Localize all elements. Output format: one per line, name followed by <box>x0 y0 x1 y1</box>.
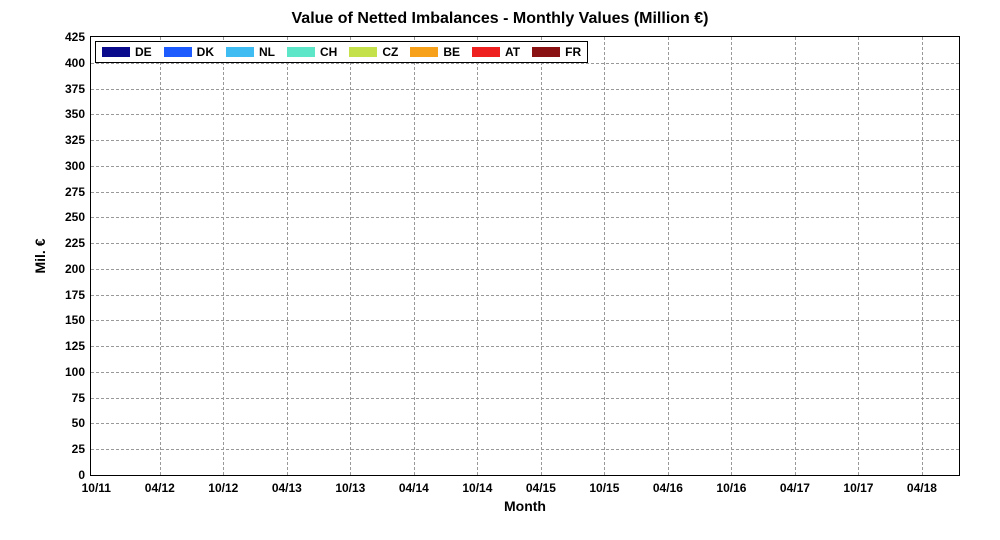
y-tick: 325 <box>65 133 85 147</box>
y-axis-label: Mil. € <box>32 238 48 273</box>
legend-label: NL <box>259 45 275 59</box>
legend-item-fr: FR <box>532 45 581 59</box>
x-tick: 10/17 <box>843 481 873 495</box>
y-tick: 225 <box>65 236 85 250</box>
grid-line-h <box>91 114 959 115</box>
grid-line-h <box>91 398 959 399</box>
legend-label: DK <box>197 45 214 59</box>
x-tick: 10/14 <box>462 481 492 495</box>
grid-line-v <box>922 37 923 475</box>
y-tick: 125 <box>65 339 85 353</box>
x-tick: 10/12 <box>208 481 238 495</box>
legend: DE DK NL CH CZ BE AT FR <box>95 41 588 63</box>
legend-swatch <box>287 47 315 57</box>
grid-line-h <box>91 192 959 193</box>
legend-label: CH <box>320 45 337 59</box>
grid-line-h <box>91 346 959 347</box>
bars-layer <box>91 37 959 475</box>
y-tick: 300 <box>65 159 85 173</box>
grid-line-v <box>795 37 796 475</box>
legend-item-dk: DK <box>164 45 214 59</box>
grid-line-h <box>91 295 959 296</box>
legend-swatch <box>472 47 500 57</box>
legend-swatch <box>226 47 254 57</box>
grid-line-h <box>91 372 959 373</box>
legend-swatch <box>102 47 130 57</box>
legend-label: FR <box>565 45 581 59</box>
grid-line-h <box>91 243 959 244</box>
x-tick: 04/17 <box>780 481 810 495</box>
grid-line-v <box>287 37 288 475</box>
x-axis-label: Month <box>504 498 546 514</box>
grid-line-h <box>91 166 959 167</box>
legend-label: BE <box>443 45 460 59</box>
legend-swatch <box>532 47 560 57</box>
plot-area: DEDKNLCHCZBEATFR 02550751001251501752002… <box>90 36 960 476</box>
legend-item-nl: NL <box>226 45 275 59</box>
y-tick: 100 <box>65 365 85 379</box>
grid-line-v <box>477 37 478 475</box>
grid-line-v <box>858 37 859 475</box>
x-tick: 04/14 <box>399 481 429 495</box>
grid-line-v <box>541 37 542 475</box>
grid-line-h <box>91 217 959 218</box>
x-tick: 04/12 <box>145 481 175 495</box>
grid-line-h <box>91 140 959 141</box>
x-tick: 10/16 <box>716 481 746 495</box>
grid-line-h <box>91 89 959 90</box>
y-tick: 75 <box>72 391 85 405</box>
x-tick: 04/13 <box>272 481 302 495</box>
y-tick: 200 <box>65 262 85 276</box>
legend-swatch <box>410 47 438 57</box>
grid-line-v <box>731 37 732 475</box>
y-tick: 375 <box>65 82 85 96</box>
y-tick: 400 <box>65 56 85 70</box>
y-tick: 425 <box>65 30 85 44</box>
grid-line-v <box>604 37 605 475</box>
legend-item-at: AT <box>472 45 520 59</box>
legend-swatch <box>349 47 377 57</box>
chart-title: Value of Netted Imbalances - Monthly Val… <box>30 10 970 28</box>
x-tick: 04/18 <box>907 481 937 495</box>
x-tick: 10/13 <box>335 481 365 495</box>
y-tick: 175 <box>65 288 85 302</box>
x-tick: 10/11 <box>82 481 111 495</box>
grid-line-v <box>414 37 415 475</box>
grid-line-v <box>160 37 161 475</box>
y-tick: 25 <box>72 442 85 456</box>
grid-line-h <box>91 449 959 450</box>
y-tick: 50 <box>72 416 85 430</box>
y-tick: 0 <box>78 468 85 482</box>
legend-item-ch: CH <box>287 45 337 59</box>
grid-line-h <box>91 269 959 270</box>
legend-item-cz: CZ <box>349 45 398 59</box>
legend-label: DE <box>135 45 152 59</box>
x-tick: 04/16 <box>653 481 683 495</box>
legend-label: AT <box>505 45 520 59</box>
legend-item-de: DE <box>102 45 152 59</box>
grid-line-v <box>223 37 224 475</box>
grid-line-v <box>668 37 669 475</box>
legend-label: CZ <box>382 45 398 59</box>
grid-line-h <box>91 320 959 321</box>
legend-swatch <box>164 47 192 57</box>
grid-line-h <box>91 423 959 424</box>
y-tick: 250 <box>65 210 85 224</box>
y-tick: 275 <box>65 185 85 199</box>
chart-container: Value of Netted Imbalances - Monthly Val… <box>30 10 970 520</box>
legend-item-be: BE <box>410 45 460 59</box>
y-tick: 350 <box>65 107 85 121</box>
x-tick: 10/15 <box>589 481 619 495</box>
grid-line-v <box>350 37 351 475</box>
y-tick: 150 <box>65 313 85 327</box>
x-tick: 04/15 <box>526 481 556 495</box>
plot-wrapper: DEDKNLCHCZBEATFR 02550751001251501752002… <box>90 36 960 476</box>
